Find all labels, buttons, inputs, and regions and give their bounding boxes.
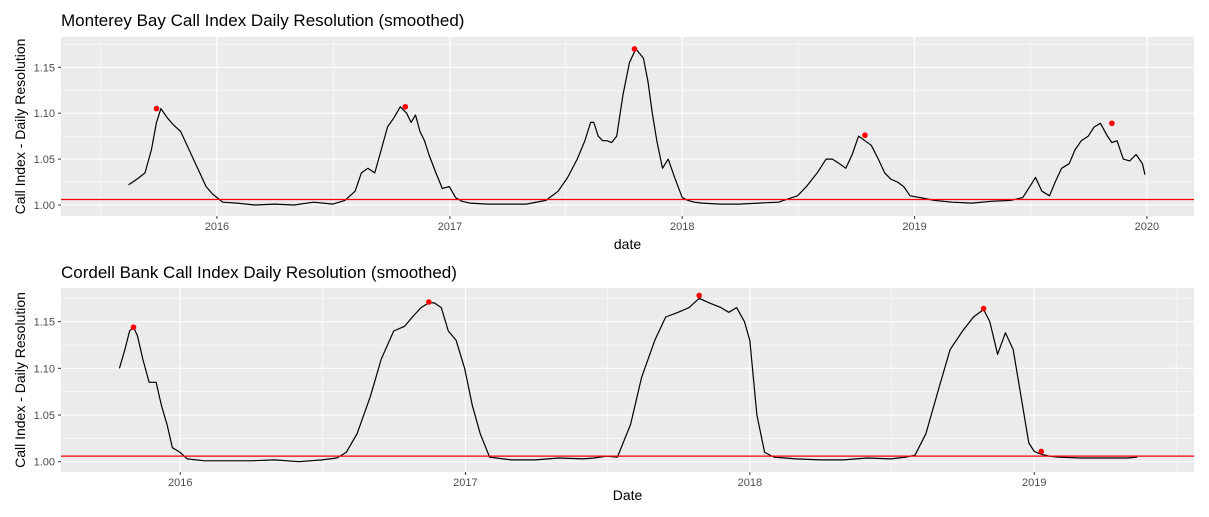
y-tick-label: 1.00 xyxy=(34,200,55,212)
y-axis-title: Call Index - Daily Resolution xyxy=(12,39,28,215)
x-axis-title: Date xyxy=(613,487,643,503)
peak-point xyxy=(153,105,160,112)
peak-point xyxy=(631,46,638,52)
chart-title: Monterey Bay Call Index Daily Resolution… xyxy=(61,11,465,30)
plot-background xyxy=(61,288,1194,472)
y-tick-label: 1.10 xyxy=(34,363,55,375)
x-tick-label: 2019 xyxy=(902,221,926,233)
y-tick-label: 1.10 xyxy=(34,108,55,120)
monterey-bay-chart: Monterey Bay Call Index Daily Resolution… xyxy=(0,0,1209,258)
x-tick-label: 2018 xyxy=(738,477,762,489)
peak-point xyxy=(696,292,702,299)
peak-point xyxy=(425,299,432,305)
series-line xyxy=(128,48,1146,206)
x-tick-label: 2016 xyxy=(205,221,229,233)
chart-title: Cordell Bank Call Index Daily Resolution… xyxy=(61,263,457,282)
peak-point xyxy=(1109,120,1115,127)
x-tick-label: 2018 xyxy=(670,221,694,233)
peak-point xyxy=(1038,448,1045,455)
x-axis-title: date xyxy=(614,236,641,252)
cordell-bank-chart: Cordell Bank Call Index Daily Resolution… xyxy=(0,258,1209,517)
y-tick-label: 1.05 xyxy=(34,154,55,166)
x-tick-label: 2016 xyxy=(168,477,192,489)
cordell-bank-plot: 1.00 1.05 1.10 1.15 2016 2017 2018 2019 Date Call… xyxy=(12,288,1194,503)
x-tick-label: 2020 xyxy=(1135,221,1159,233)
peak-point xyxy=(130,324,137,331)
plot-background xyxy=(61,37,1194,216)
y-tick-label: 1.15 xyxy=(34,62,55,74)
y-tick-label: 1.15 xyxy=(34,317,55,329)
x-tick-label: 2017 xyxy=(453,477,477,489)
monterey-bay-plot: 1.00 1.05 1.10 1.15 2016 2017 2018 2019 2020 date… xyxy=(12,37,1194,252)
series-line xyxy=(118,297,1138,463)
y-axis-title: Call Index - Daily Resolution xyxy=(12,292,28,468)
x-tick-label: 2017 xyxy=(438,221,462,233)
peak-point xyxy=(980,305,987,312)
peak-point xyxy=(402,103,409,110)
peak-point xyxy=(862,132,868,139)
x-tick-label: 2019 xyxy=(1022,477,1046,489)
y-tick-label: 1.00 xyxy=(34,457,55,469)
y-tick-label: 1.05 xyxy=(34,410,55,422)
